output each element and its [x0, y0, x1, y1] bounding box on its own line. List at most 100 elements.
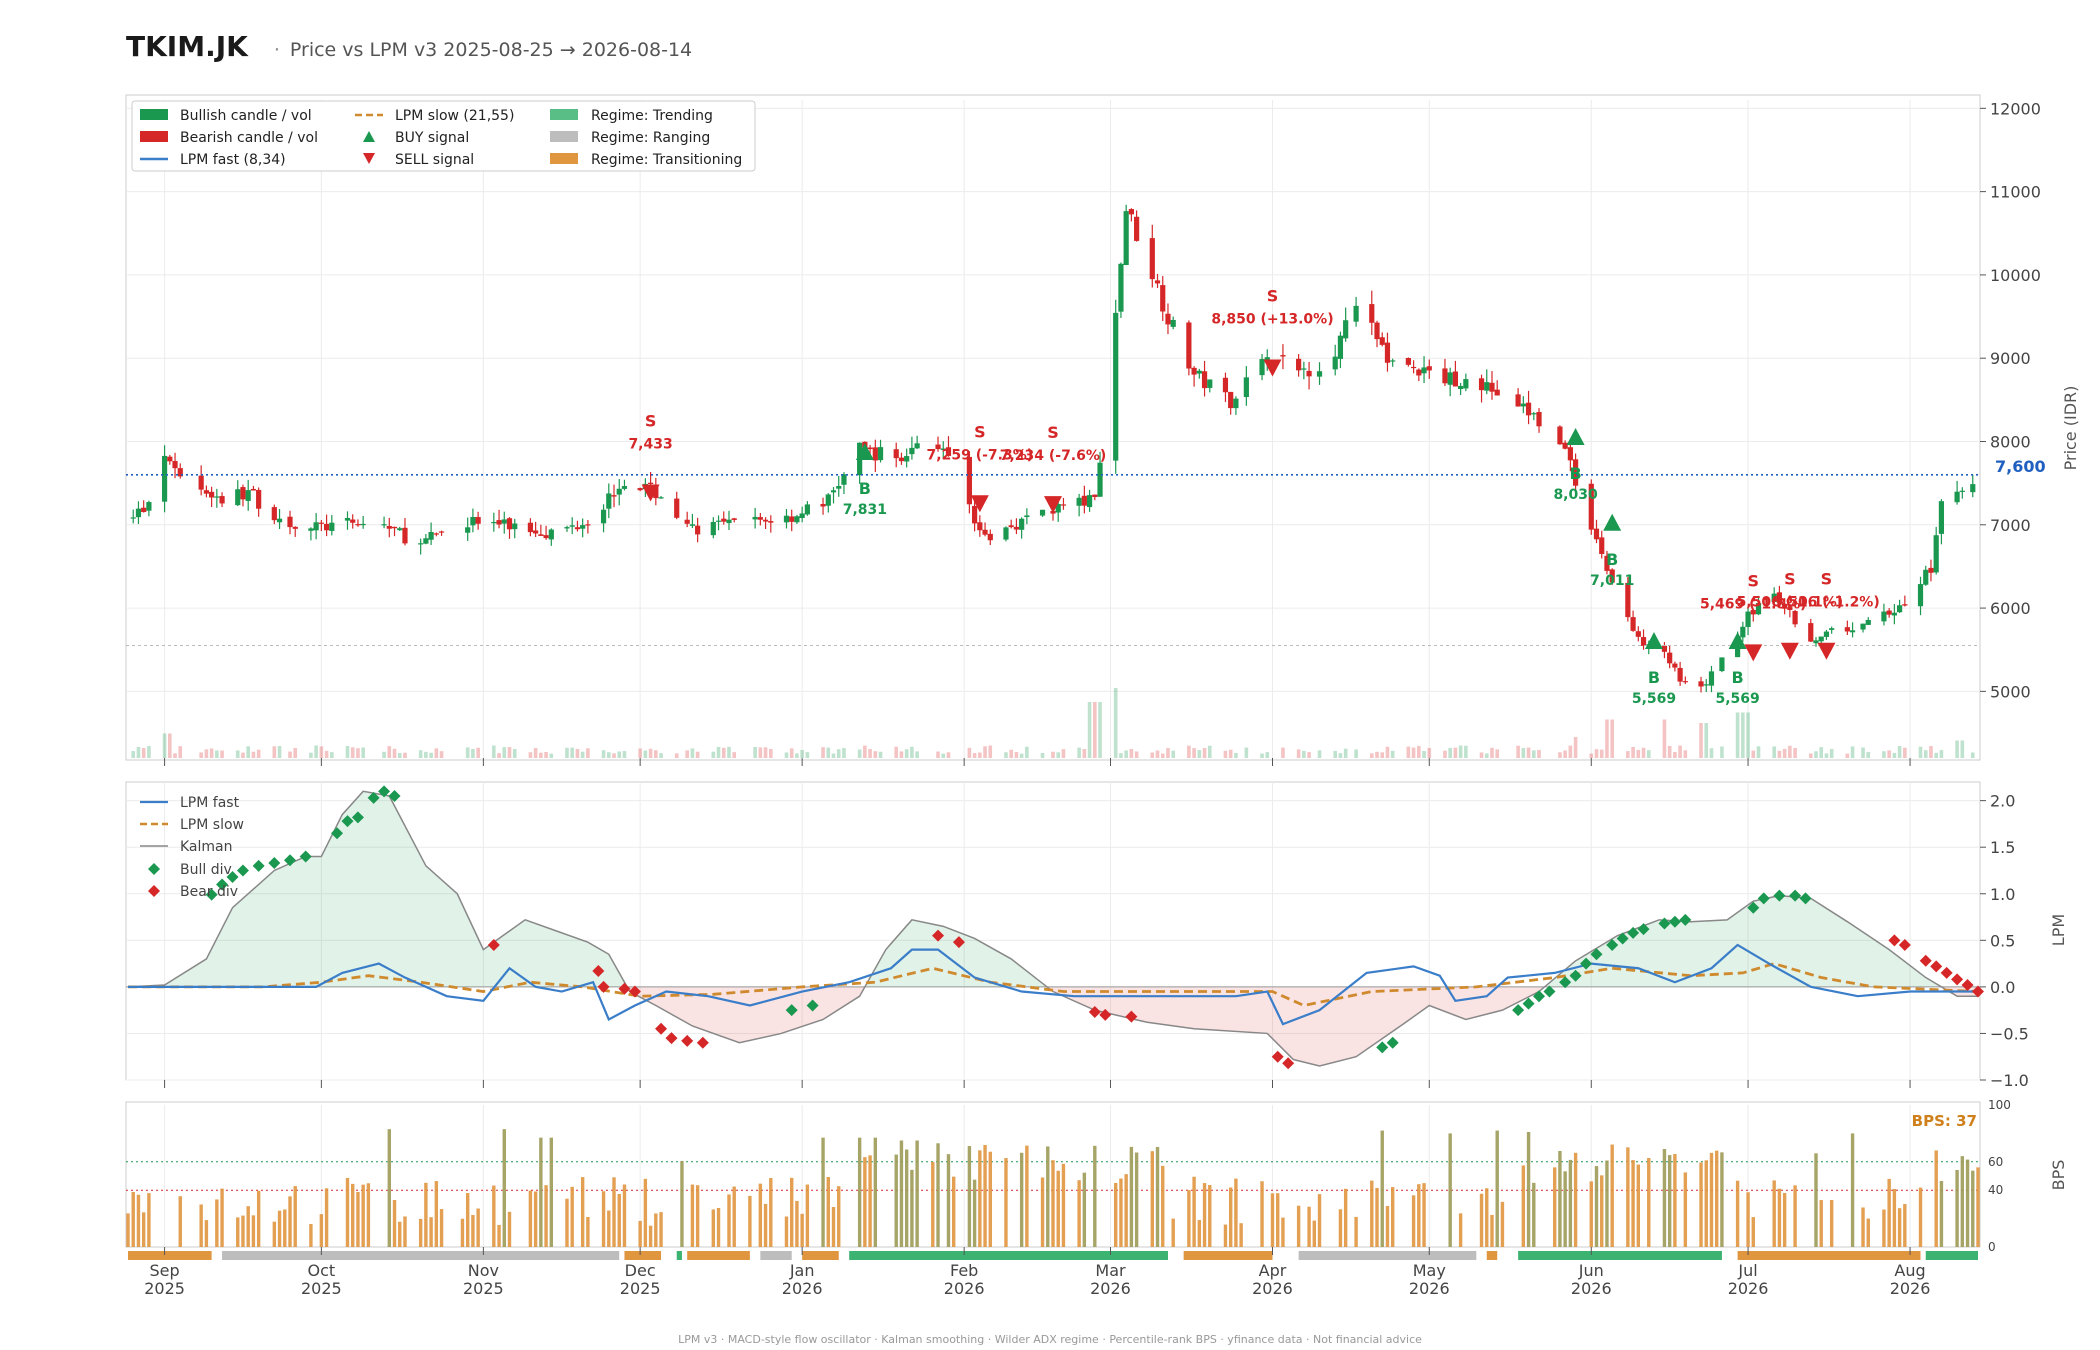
candle-bear: [972, 505, 978, 524]
bps-bar: [319, 1214, 324, 1247]
candle-bear: [1442, 368, 1448, 384]
price-y-tick-label: 9000: [1990, 349, 2031, 368]
candle-bull: [235, 489, 241, 506]
candle-bull: [1343, 320, 1349, 339]
volume-bar: [1903, 747, 1907, 758]
volume-bar: [251, 751, 256, 758]
regime-ranging-segment: [1298, 1251, 1477, 1260]
candle-bull: [1771, 593, 1777, 602]
bps-bar: [1171, 1218, 1175, 1247]
candle-bull: [1897, 605, 1903, 613]
candle-bull: [465, 527, 471, 533]
volume-bar: [293, 747, 298, 758]
candle-bull: [397, 528, 403, 531]
candle-bear: [1478, 378, 1485, 391]
volume-bar: [1234, 752, 1238, 758]
candle-bear: [1201, 371, 1208, 389]
volume-bar: [988, 745, 993, 758]
candle-bear: [898, 457, 905, 462]
candle-bull: [1745, 611, 1751, 627]
candle-bull: [658, 497, 664, 499]
candle-bear: [1296, 358, 1302, 371]
candle-bull: [1233, 398, 1239, 409]
bps-bar: [1187, 1190, 1191, 1247]
bear-div-marker: [655, 1022, 668, 1035]
buy-signal-icon: [1603, 513, 1622, 531]
buy-signal-icon: [1644, 632, 1663, 650]
bps-bar: [654, 1213, 658, 1247]
buy-signal-icon: [855, 442, 874, 460]
volume-bar: [324, 750, 329, 758]
axes: 5000 6000 7000 8000 9000 10000 11000 12000 −1.0 −…: [144, 99, 2041, 1298]
bull-div-marker: [806, 999, 819, 1012]
bps-bar: [1735, 1180, 1740, 1247]
volume-bar: [1192, 748, 1196, 758]
volume-bar: [1772, 746, 1776, 758]
x-tick-year: 2026: [1409, 1279, 1450, 1298]
bull-div-marker: [252, 859, 265, 872]
bps-bar: [272, 1221, 277, 1247]
volume-bar: [1829, 748, 1834, 758]
candle-bear: [695, 525, 701, 535]
volume-bar: [1892, 752, 1897, 758]
sell-signal-icon: [1263, 359, 1282, 377]
bear-div-marker: [597, 980, 610, 993]
lpm-legend: LPM fast LPM slow Kalman Bull div Bear d…: [140, 795, 244, 900]
candle-bear: [653, 485, 659, 499]
volume-bar: [857, 749, 862, 758]
bps-bar: [1709, 1152, 1714, 1247]
volume-bar: [439, 751, 444, 758]
candle-bear: [350, 519, 356, 523]
candle-bear: [1928, 567, 1934, 573]
volume-bar: [1098, 702, 1102, 758]
candle-bull: [1316, 371, 1323, 377]
sell-signal-price: 7,259 (-7.3%): [927, 447, 1034, 463]
candle-bull: [329, 522, 335, 531]
volume-bar: [471, 748, 475, 758]
candle-bull: [491, 521, 497, 524]
candle-bear: [1792, 610, 1798, 625]
volume-bar: [1265, 752, 1270, 758]
volume-bar: [1866, 752, 1871, 758]
bps-bar: [1610, 1144, 1614, 1247]
volume-bar: [1223, 750, 1228, 758]
candle-bear: [768, 521, 774, 523]
candle-bull: [1813, 640, 1819, 644]
candle-bull: [1881, 611, 1887, 622]
bps-bar: [863, 1157, 867, 1247]
volume-bar: [1187, 745, 1191, 758]
bull-div-marker: [367, 791, 380, 804]
candle-bull: [940, 448, 946, 450]
volume-bar: [350, 747, 355, 758]
volume-bar: [528, 752, 533, 758]
volume-bar: [1819, 747, 1824, 758]
volume-bar: [800, 749, 804, 758]
bps-bar: [1202, 1183, 1207, 1247]
bps-bar: [1647, 1157, 1651, 1247]
lpm-positive-fill: [128, 791, 1978, 987]
volume-bar: [272, 746, 277, 758]
volume-bar: [606, 752, 611, 758]
bps-bar: [732, 1186, 736, 1247]
bps-bar: [403, 1216, 407, 1247]
candle-bear: [585, 524, 591, 526]
bull-div-marker: [1789, 889, 1802, 902]
volume-bar: [141, 748, 146, 758]
candle-bear: [1405, 357, 1411, 365]
candle-bull: [1458, 385, 1464, 390]
sell-signal-letter: S: [1784, 570, 1796, 589]
bps-bar: [1129, 1146, 1134, 1247]
volume-bar: [356, 748, 360, 758]
buy-signal-icon: [1566, 427, 1585, 445]
volume-bar: [936, 751, 940, 758]
price-y-tick-label: 6000: [1990, 599, 2031, 618]
volume-bar: [465, 747, 470, 758]
bps-bar: [1667, 1155, 1672, 1247]
candle-bear: [987, 533, 993, 541]
candle-bull: [360, 523, 366, 526]
candle-bull: [1823, 631, 1830, 637]
volume-bar: [690, 748, 695, 758]
candle-bear: [496, 520, 502, 525]
volume-bar: [497, 753, 501, 758]
bps-bar: [1354, 1216, 1358, 1247]
